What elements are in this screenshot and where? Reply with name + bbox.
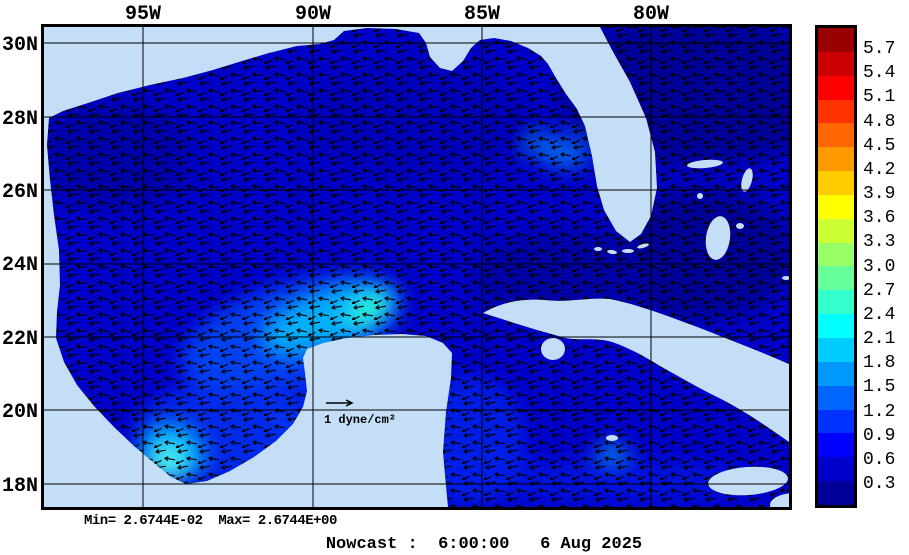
land-bahama-cay-3 [782,276,789,280]
colorbar-segment [818,51,854,76]
colorbar-tick: 5.7 [863,39,896,59]
lon-label-80w: 80W [633,3,669,26]
land-key-1 [637,243,649,249]
colorbar-tick: 1.5 [863,377,896,397]
land-grand-cayman [606,435,618,441]
colorbar-segment [818,99,854,124]
lat-label-26n: 26N [2,181,38,204]
colorbar-segment [818,361,854,386]
lat-label-22n: 22N [2,328,38,351]
colorbar-tick: 4.2 [863,160,896,180]
land-bahama-cay-2 [697,193,703,199]
colorbar-tick: 0.9 [863,426,896,446]
colorbar-segment [818,75,854,100]
colorbar-tick: 3.9 [863,184,896,204]
land-abaco [741,168,753,192]
colorbar-tick: 3.3 [863,232,896,252]
colorbar-segment [818,481,854,505]
land-grand-bahama [687,159,723,169]
colorbar-tick: 1.8 [863,353,896,373]
map-frame [41,24,792,510]
land-isla-juventud [541,338,565,360]
lat-label-28n: 28N [2,108,38,131]
colorbar-tick: 3.6 [863,208,896,228]
lat-label-20n: 20N [2,401,38,424]
colorbar-tick: 2.4 [863,305,896,325]
colorbar-segment [818,218,854,243]
land-jamaica [708,466,788,496]
colorbar-tick: 2.1 [863,329,896,349]
colorbar-segment [818,147,854,172]
colorbar-segment [818,28,854,52]
colorbar-segment [818,409,854,434]
colorbar-tick: 0.6 [863,450,896,470]
colorbar-tick: 0.3 [863,474,896,494]
reference-arrow [326,399,354,407]
lon-label-95w: 95W [125,3,161,26]
colorbar-segment [818,290,854,315]
reference-arrow-label: 1 dyne/cm² [324,413,396,427]
lon-label-85w: 85W [464,3,500,26]
colorbar-segment [818,194,854,219]
lon-label-90w: 90W [295,3,331,26]
colorbar-tick: 3.0 [863,257,896,277]
minmax-stats: Min= 2.6744E-02 Max= 2.6744E+00 [84,513,337,529]
land-key-3 [607,249,617,255]
colorbar-segment [818,242,854,267]
land-key-2 [622,249,634,253]
graticule [44,27,789,507]
land-cuba [483,298,789,442]
colorbar-tick: 2.7 [863,281,896,301]
colorbar-tick: 5.4 [863,63,896,83]
colorbar-segment [818,314,854,338]
colorbar [815,25,857,508]
nowcast-timestamp: Nowcast : 6:00:00 6 Aug 2025 [326,535,642,554]
land-key-4 [594,247,602,251]
land-bahama-cay-1 [736,223,744,229]
colorbar-segment [818,123,854,148]
colorbar-segment [818,337,854,362]
colorbar-segment [818,433,854,458]
lat-label-18n: 18N [2,475,38,498]
lat-label-24n: 24N [2,254,38,277]
land-masses [44,27,789,507]
colorbar-segment [818,266,854,291]
colorbar-tick: 4.8 [863,112,896,132]
colorbar-segment [818,457,854,482]
colorbar-segment [818,171,854,195]
colorbar-tick: 1.2 [863,402,896,422]
land-hispaniola-tip [770,493,789,507]
colorbar-tick: 5.1 [863,87,896,107]
colorbar-tick: 4.5 [863,136,896,156]
land-andros [705,216,731,260]
lat-label-30n: 30N [2,34,38,57]
land-mainland-na [44,27,657,507]
colorbar-segment [818,385,854,410]
